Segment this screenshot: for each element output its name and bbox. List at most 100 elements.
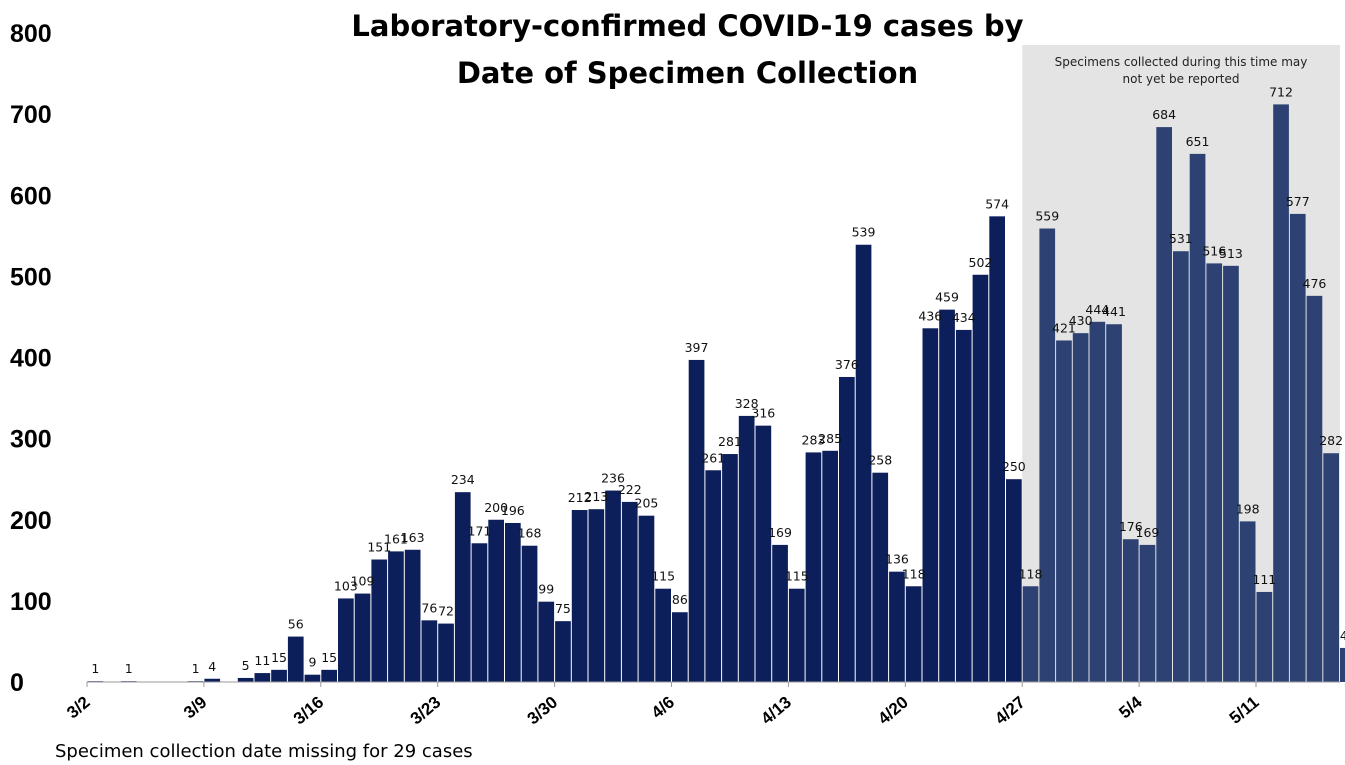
- data-label-70: 111: [1252, 572, 1276, 587]
- bar-52: [955, 329, 972, 682]
- annotation-line-2: not yet be reported: [1122, 72, 1240, 86]
- bar-21: [438, 623, 454, 682]
- data-label-61: 441: [1102, 304, 1126, 319]
- y-tick-300: 300: [10, 426, 52, 454]
- bar-49: [905, 586, 922, 682]
- chart-title-line-1: Laboratory-confirmed COVID-19 cases by: [351, 9, 1024, 43]
- bar-38: [722, 454, 738, 682]
- data-label-14: 15: [321, 650, 337, 665]
- data-label-15: 103: [334, 578, 358, 593]
- data-label-65: 531: [1169, 231, 1193, 246]
- y-tick-500: 500: [10, 263, 52, 291]
- data-label-55: 250: [1002, 459, 1026, 474]
- data-label-12: 56: [288, 617, 304, 632]
- bar-72: [1289, 213, 1306, 682]
- bar-7: [204, 678, 221, 682]
- data-label-59: 430: [1069, 313, 1093, 328]
- data-label-52: 434: [952, 310, 976, 325]
- x-tick-3/2: 3/2: [63, 693, 93, 723]
- data-label-23: 171: [468, 523, 492, 538]
- data-label-13: 9: [308, 655, 316, 670]
- missing-date-footnote: Specimen collection date missing for 29 …: [55, 741, 473, 762]
- data-label-40: 316: [751, 406, 775, 421]
- data-label-10: 11: [254, 653, 270, 668]
- bar-67: [1206, 263, 1223, 682]
- bar-34: [655, 588, 671, 682]
- data-label-75: 42: [1340, 628, 1345, 643]
- data-label-2: 1: [125, 661, 133, 676]
- bar-37: [705, 470, 722, 682]
- x-tick-3/9: 3/9: [180, 693, 210, 723]
- data-label-72: 577: [1286, 194, 1310, 209]
- data-label-27: 99: [538, 582, 554, 597]
- data-label-51: 459: [935, 290, 959, 305]
- data-label-56: 118: [1019, 566, 1043, 581]
- bar-16: [354, 593, 371, 682]
- bar-66: [1189, 153, 1206, 683]
- data-label-24: 200: [484, 500, 508, 515]
- data-label-47: 258: [868, 453, 892, 468]
- data-label-64: 684: [1152, 107, 1176, 122]
- bar-14: [321, 669, 337, 682]
- bar-58: [1056, 340, 1072, 682]
- y-tick-0: 0: [10, 669, 24, 697]
- data-label-67: 516: [1202, 243, 1226, 258]
- data-label-32: 222: [618, 482, 642, 497]
- data-label-11: 15: [271, 650, 287, 665]
- data-label-29: 212: [568, 490, 592, 505]
- data-label-20: 76: [421, 600, 437, 615]
- x-tick-4/13: 4/13: [757, 693, 795, 729]
- bar-54: [989, 216, 1005, 682]
- bar-36: [688, 359, 705, 682]
- data-label-6: 1: [192, 661, 200, 676]
- data-label-35: 86: [672, 592, 688, 607]
- data-label-17: 151: [367, 540, 391, 555]
- bar-20: [421, 620, 438, 682]
- bar-57: [1039, 228, 1056, 683]
- data-label-71: 712: [1269, 84, 1293, 99]
- data-label-68: 513: [1219, 246, 1243, 261]
- data-label-25: 196: [501, 503, 525, 518]
- data-label-34: 115: [651, 569, 675, 584]
- data-label-74: 282: [1319, 433, 1343, 448]
- data-label-63: 169: [1136, 525, 1160, 540]
- bar-69: [1239, 521, 1256, 682]
- x-tick-5/4: 5/4: [1115, 692, 1146, 722]
- bar-73: [1306, 295, 1323, 682]
- data-label-31: 236: [601, 471, 625, 486]
- bar-41: [772, 544, 788, 682]
- data-label-9: 5: [242, 658, 250, 673]
- bar-59: [1072, 333, 1089, 682]
- data-label-36: 397: [685, 340, 709, 355]
- bar-40: [755, 425, 772, 682]
- data-label-45: 376: [835, 357, 859, 372]
- bar-53: [972, 274, 989, 682]
- y-tick-400: 400: [10, 345, 52, 373]
- data-label-49: 118: [902, 566, 926, 581]
- data-label-7: 4: [208, 659, 216, 674]
- bar-45: [839, 376, 855, 682]
- data-label-33: 205: [635, 496, 659, 511]
- data-label-41: 169: [768, 525, 792, 540]
- y-axis: 0 100 200 300 400 500 600 700 800: [10, 20, 52, 697]
- y-tick-700: 700: [10, 101, 52, 129]
- bar-17: [371, 559, 388, 682]
- x-tick-3/30: 3/30: [524, 693, 562, 729]
- bar-26: [521, 545, 538, 682]
- data-label-0: 1: [91, 661, 99, 676]
- bar-24: [488, 519, 504, 682]
- bar-30: [588, 509, 605, 682]
- data-label-38: 281: [718, 434, 742, 449]
- data-label-30: 213: [584, 489, 608, 504]
- y-tick-600: 600: [10, 182, 52, 210]
- bar-65: [1173, 251, 1189, 682]
- bar-51: [939, 309, 955, 682]
- bar-64: [1156, 127, 1172, 683]
- data-label-73: 476: [1303, 276, 1327, 291]
- bar-32: [621, 501, 638, 682]
- bar-22: [454, 492, 471, 682]
- bar-68: [1223, 265, 1239, 682]
- bar-48: [889, 571, 905, 682]
